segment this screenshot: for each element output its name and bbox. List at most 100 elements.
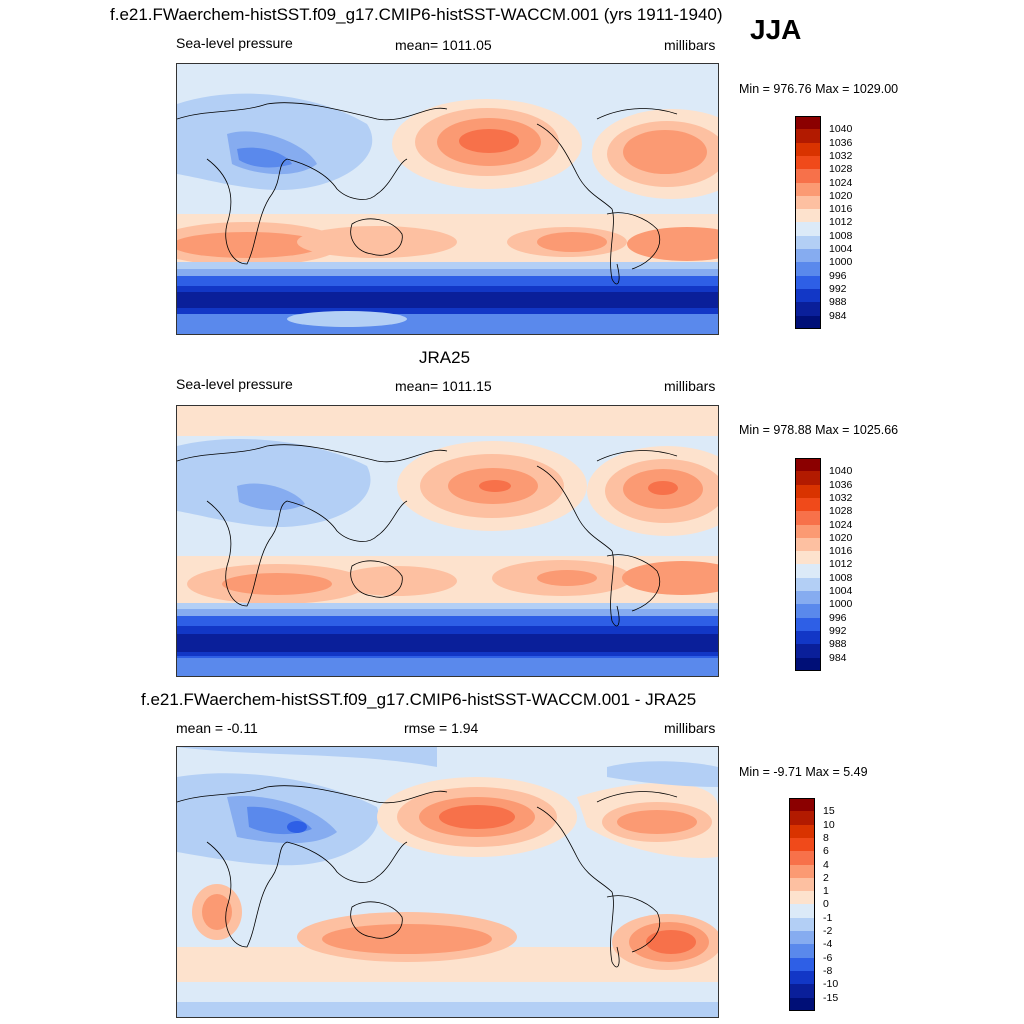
colorbar-swatch [789, 944, 815, 958]
colorbar-swatch [795, 564, 821, 579]
colorbar-swatch [795, 630, 821, 645]
colorbar-swatch [795, 155, 821, 170]
panel-1-variable-label: Sea-level pressure [176, 35, 293, 51]
colorbar-label: 996 [829, 611, 847, 624]
colorbar-swatch [795, 222, 821, 237]
colorbar-swatch [795, 195, 821, 210]
colorbar-label: 1012 [829, 216, 853, 229]
panel-3-rmse-label: rmse = 1.94 [404, 720, 479, 736]
panel-2-units-label: millibars [664, 378, 716, 394]
colorbar-label: 10 [823, 818, 835, 831]
colorbar-swatch [789, 997, 815, 1012]
colorbar-swatch [795, 497, 821, 512]
colorbar-label: -1 [823, 911, 833, 924]
colorbar-label: 1004 [829, 243, 853, 255]
colorbar-swatch [795, 169, 821, 183]
colorbar-label: 1032 [829, 149, 853, 162]
colorbar-label: 1012 [829, 558, 853, 571]
panel-2-variable-label: Sea-level pressure [176, 376, 293, 392]
colorbar-swatch [789, 917, 815, 932]
colorbar-swatch [795, 262, 821, 276]
panel-1-units-label: millibars [664, 37, 716, 53]
colorbar-label: -2 [823, 925, 833, 937]
colorbar-label: 984 [829, 651, 847, 664]
colorbar-swatch [795, 249, 821, 263]
colorbar-swatch [795, 617, 821, 632]
colorbar-label: 1040 [829, 123, 853, 136]
colorbar-label: 996 [829, 269, 847, 282]
panel-2-minmax: Min = 978.88 Max = 1025.66 [739, 423, 899, 437]
colorbar-swatch [795, 537, 821, 552]
colorbar-label: 992 [829, 624, 847, 637]
colorbar-swatch [795, 116, 821, 130]
colorbar-swatch [789, 811, 815, 825]
colorbar-label: -4 [823, 938, 833, 951]
panel-3-map [176, 746, 719, 1018]
colorbar-label: 1024 [829, 518, 853, 531]
colorbar-swatch [789, 931, 815, 945]
panel-1-map [176, 63, 719, 335]
panel-1-title: f.e21.FWaerchem-histSST.f09_g17.CMIP6-hi… [110, 5, 723, 24]
colorbar-swatch [795, 209, 821, 223]
colorbar-label: -10 [823, 978, 839, 991]
panel-3-title: f.e21.FWaerchem-histSST.f09_g17.CMIP6-hi… [141, 690, 697, 709]
panel-3-mean-label: mean = -0.11 [176, 720, 258, 736]
colorbar-label: -8 [823, 964, 833, 977]
colorbar-swatch [795, 644, 821, 658]
colorbar-label: 984 [829, 309, 847, 322]
colorbar-label: 1032 [829, 491, 853, 504]
colorbar-label: 1036 [829, 478, 853, 491]
colorbar-swatch [795, 604, 821, 618]
panel-2-mean-label: mean= 1011.15 [395, 378, 492, 394]
colorbar-swatch [795, 591, 821, 605]
panel-2-map [176, 405, 719, 677]
colorbar-swatch [795, 129, 821, 143]
colorbar-swatch [795, 275, 821, 290]
panel-3-units-label: millibars [664, 720, 716, 736]
colorbar-swatch [789, 837, 815, 852]
colorbar-swatch [795, 657, 821, 672]
colorbar-label: 8 [823, 831, 829, 844]
colorbar-swatch [789, 851, 815, 865]
colorbar-swatch [795, 484, 821, 499]
colorbar-label: 1008 [829, 229, 853, 242]
colorbar-swatch [789, 864, 815, 879]
colorbar-swatch [789, 957, 815, 972]
colorbar-swatch [795, 302, 821, 316]
colorbar-label: 1016 [829, 203, 853, 216]
colorbar-swatch [789, 824, 815, 839]
colorbar-label: 988 [829, 296, 847, 309]
colorbar-label: 1008 [829, 571, 853, 584]
colorbar-swatch [789, 798, 815, 812]
colorbar-swatch [795, 458, 821, 472]
colorbar-label: 992 [829, 282, 847, 295]
colorbar-label: -6 [823, 951, 833, 964]
colorbar-label: 4 [823, 858, 829, 871]
colorbar-label: 1024 [829, 176, 853, 189]
colorbar-label: 1028 [829, 163, 853, 176]
colorbar-label: 1020 [829, 531, 853, 544]
colorbar-label: 1036 [829, 136, 853, 149]
colorbar-swatch [795, 315, 821, 330]
colorbar-swatch [795, 577, 821, 592]
colorbar-label: 1028 [829, 505, 853, 518]
panel-1-mean-label: mean= 1011.05 [395, 37, 492, 53]
colorbar-swatch [789, 970, 815, 985]
colorbar-label: 0 [823, 898, 829, 911]
colorbar-label: 6 [823, 845, 829, 858]
colorbar-label: 1040 [829, 465, 853, 478]
colorbar-swatch [795, 288, 821, 303]
panel-2-title: JRA25 [419, 348, 471, 367]
colorbar-swatch [795, 182, 821, 197]
panel-3-minmax: Min = -9.71 Max = 5.49 [739, 765, 868, 779]
colorbar-label: -15 [823, 991, 839, 1004]
colorbar-swatch [795, 551, 821, 565]
panel-2-map-field [177, 406, 718, 676]
colorbar-label: 1004 [829, 585, 853, 597]
colorbar-label: 1 [823, 885, 829, 898]
colorbar-swatch [795, 235, 821, 250]
colorbar-swatch [795, 511, 821, 525]
colorbar-label: 1000 [829, 598, 853, 611]
colorbar-swatch [795, 524, 821, 539]
colorbar-label: 1020 [829, 189, 853, 202]
